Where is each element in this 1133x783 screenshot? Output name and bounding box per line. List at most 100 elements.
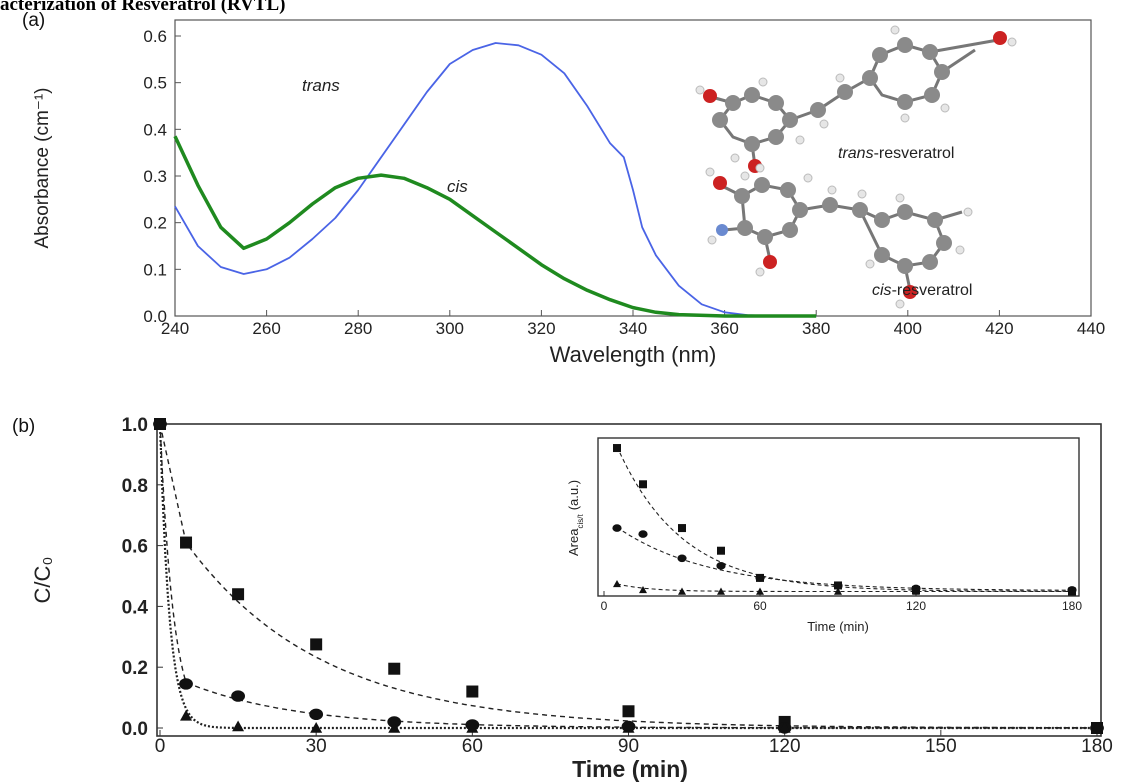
panel-a-xtick-label: 420 (985, 319, 1013, 338)
panel-a-series (173, 42, 817, 318)
panel-a-ytick-label: 0.6 (143, 27, 167, 46)
panel-b-ytick-label: 1.0 (122, 415, 148, 436)
trans-curve-label: trans (302, 76, 340, 95)
panel-b-triangle-point (180, 709, 193, 721)
panel-b-square-point (388, 662, 401, 675)
panel-b-triangle-point (1091, 722, 1103, 733)
panel-a-ytick-label: 0.1 (143, 260, 167, 279)
inset-circle-point (677, 554, 687, 563)
panel-b-xtick-label: 30 (306, 736, 327, 757)
inset-triangle-point (717, 587, 725, 595)
trans-resveratrol-structure-image: trans-resveratrol (695, 25, 1017, 181)
panel-a-xtick-label: 340 (619, 319, 647, 338)
inset-series (612, 444, 1077, 596)
panel-a-xtick-label: 440 (1077, 319, 1105, 338)
panel-a-xtick-label: 240 (161, 319, 189, 338)
panel-b-circle-point (309, 708, 324, 721)
cis-curve-label: cis (447, 177, 468, 196)
panel-b-xtick-label: 120 (769, 736, 801, 757)
inset-ylabel-sub: cis/t (576, 514, 585, 529)
cis-resveratrol-structure-image: cis-resveratrol (705, 163, 973, 309)
inset-ylabel-main: Area (566, 528, 581, 556)
panel-b-circle-point (179, 678, 193, 690)
trans-structure-label: trans-resveratrol (838, 145, 954, 162)
panel-a-xtick-label: 380 (802, 319, 830, 338)
series-cis-line (173, 135, 817, 318)
inset-triangle-point (613, 579, 621, 588)
panel-b-triangle-point (154, 418, 166, 429)
inset-square-point (613, 444, 621, 453)
panel-a-ytick-label: 0.2 (143, 214, 167, 233)
panel-a-ytick-label: 0.4 (143, 120, 167, 139)
panel-a-ticks: 240 260 280 300 320 340 360 380 400 420 440 0.0 0.1 0… (143, 27, 1105, 338)
panel-b-triangle-point (466, 722, 479, 733)
panel-b-circle-point (387, 716, 402, 728)
cis-structure-label-italic: cis (872, 282, 892, 299)
panel-b-xtick-label: 180 (1081, 736, 1113, 757)
inset-triangle-point (912, 587, 920, 595)
panel-a-ytick-label: 0.0 (143, 307, 167, 326)
panel-b-xtick-label: 0 (155, 736, 166, 757)
panel-b-square-point (232, 588, 245, 601)
panel-a-label: (a) (22, 10, 45, 31)
inset-circle-point (716, 562, 726, 570)
panel-b-ticks: 0 30 60 90 120 150 180 0.0 0.2 0.4 0.6 0.8 1.0 (122, 415, 1113, 757)
panel-b-ytick-label: 0.2 (122, 658, 148, 679)
inset-ylabel-unit: (a.u.) (566, 480, 581, 510)
inset-square-point (639, 480, 647, 489)
panel-a-xtick-label: 280 (344, 319, 372, 338)
panel-b-inset: 0 60 120 180 Time (min) Areacis/t (a.u.) (566, 437, 1082, 634)
panel-a-xtick-label: 320 (527, 319, 555, 338)
inset-fit-curve (616, 526, 1073, 591)
panel-b-triangle-point (310, 722, 323, 733)
inset-triangle-point (1068, 587, 1076, 595)
panel-a-xtick-label: 360 (710, 319, 738, 338)
cis-structure-label: cis-resveratrol (872, 282, 972, 299)
inset-xtick-label: 180 (1062, 599, 1082, 613)
inset-xtick-label: 120 (906, 599, 926, 613)
panel-b-triangle-point (622, 722, 635, 733)
inset-circle-point (833, 581, 843, 590)
panel-b-circle-point (231, 690, 245, 702)
panel-b-xtick-label: 90 (618, 736, 639, 757)
panel-a: (a) 240 260 280 300 320 340 360 380 400 420 440 0.0… (22, 10, 1105, 367)
panel-b-triangle-point (388, 722, 401, 733)
panel-b-square-point (622, 705, 635, 718)
panel-a-xtick-label: 400 (894, 319, 922, 338)
inset-xtick-label: 60 (753, 599, 767, 613)
inset-xlabel: Time (min) (807, 619, 869, 634)
panel-b-ytick-label: 0.4 (122, 597, 149, 618)
panel-b-square-point (310, 638, 323, 651)
inset-square-point (717, 546, 725, 555)
panel-b: (b) 0 30 60 90 120 150 180 0.0 0.2 0.4 0.6 0.8 1.0 T… (12, 415, 1113, 782)
panel-a-xtick-label: 260 (252, 319, 280, 338)
cis-structure-label-rest: -resveratrol (892, 282, 973, 299)
inset-triangle-point (834, 587, 842, 595)
panel-b-ylabel: C/C₀ (30, 556, 55, 603)
inset-frame (597, 437, 1080, 597)
inset-ylabel: Areacis/t (a.u.) (566, 480, 585, 556)
panel-b-square-point (466, 685, 479, 698)
panel-b-label: (b) (12, 416, 35, 437)
panel-b-triangle-point (778, 722, 791, 733)
inset-square-point (678, 524, 686, 533)
panel-a-xlabel: Wavelength (nm) (550, 342, 717, 367)
inset-triangle-point (756, 587, 764, 595)
panel-b-ytick-label: 0.8 (122, 476, 148, 497)
panel-b-square-point (180, 536, 193, 549)
panel-a-xtick-label: 300 (436, 319, 464, 338)
panel-a-ylabel: Absorbance (cm⁻¹) (32, 87, 53, 248)
inset-triangle-point (639, 585, 647, 594)
panel-b-series (153, 418, 1104, 734)
inset-fit-curve (616, 583, 1072, 593)
trans-structure-label-rest: -resveratrol (874, 145, 955, 162)
panel-b-xlabel: Time (min) (572, 756, 688, 782)
panel-a-ytick-label: 0.5 (143, 74, 167, 93)
inset-circle-point (755, 574, 765, 582)
series-trans-line (174, 42, 817, 317)
panel-b-xtick-label: 60 (462, 736, 483, 757)
inset-triangle-point (678, 587, 686, 595)
inset-circle-point (612, 524, 622, 532)
inset-circle-point (638, 530, 648, 538)
